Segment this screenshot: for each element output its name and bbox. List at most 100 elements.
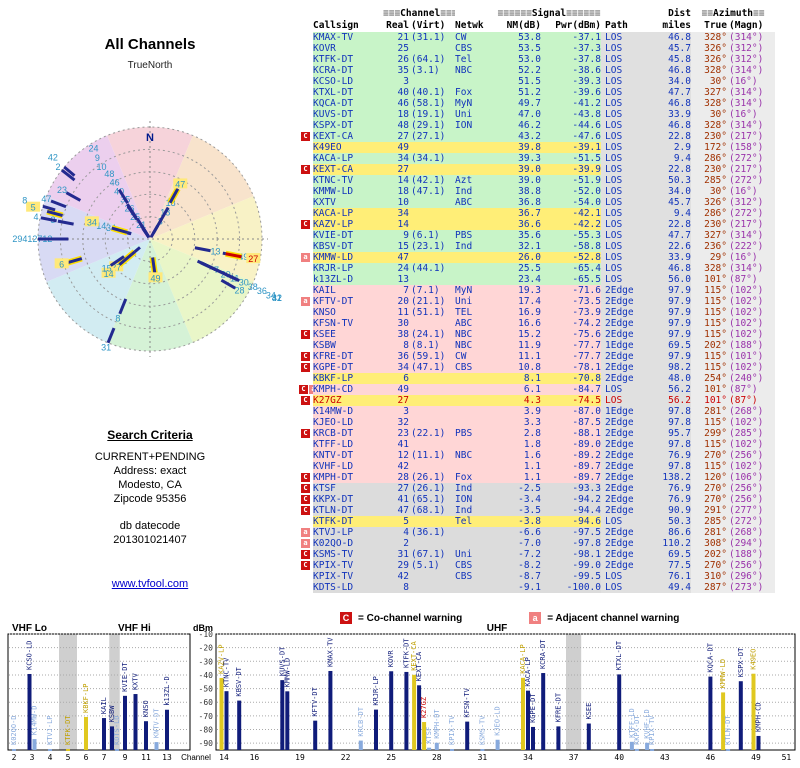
cell-distance: 46.8 <box>649 32 691 43</box>
adjacent-channel-flag: a <box>301 253 310 262</box>
cell-power-dbm: -41.2 <box>541 98 601 109</box>
cell-real-channel: 41 <box>383 494 409 505</box>
cell-power-dbm: -37.8 <box>541 54 601 65</box>
table-row: C KGPE-DT 34 (47.1) CBS 10.8 -78.1 2Edge 98.2 115… <box>299 362 775 373</box>
dbm-tick-label: -10 <box>199 630 214 639</box>
table-row: a KMMW-LD 47 26.0 -52.8 LOS 33.9 29° (16°) <box>299 252 775 263</box>
cell-azimuth-magnetic: (272°) <box>727 175 775 186</box>
cell-callsign: KACA-LP <box>313 208 383 219</box>
radar-channel-label: 4 <box>34 212 39 222</box>
cell-power-dbm: -89.7 <box>541 472 601 483</box>
cell-path: 2Edge <box>601 505 649 516</box>
cell-nm-db: -2.5 <box>497 483 541 494</box>
cell-real-channel: 3 <box>383 406 409 417</box>
cell-network: Uni <box>455 109 497 120</box>
cell-marker <box>299 65 313 76</box>
cell-path: 2Edge <box>601 373 649 384</box>
cell-network: Tel <box>455 516 497 527</box>
table-row: KTNC-TV 14 (42.1) Azt 39.0 -51.9 LOS 50.3 285° (2… <box>299 175 775 186</box>
cell-nm-db: 36.8 <box>497 197 541 208</box>
cell-path: LOS <box>601 274 649 285</box>
cell-real-channel: 14 <box>383 175 409 186</box>
tvfool-link[interactable]: www.tvfool.com <box>111 578 189 590</box>
cell-azimuth-true: 328° <box>691 120 727 131</box>
cell-callsign: KDTS-LD <box>313 582 383 593</box>
spectrum-bar <box>541 673 546 750</box>
cell-real-channel: 23 <box>383 428 409 439</box>
radar-spoke <box>225 252 242 259</box>
cell-virtual-channel: (26.1) <box>409 472 455 483</box>
cell-network: ION <box>455 120 497 131</box>
cell-azimuth-magnetic: (294°) <box>727 538 775 549</box>
cell-real-channel: 21 <box>383 32 409 43</box>
cell-virtual-channel <box>409 406 455 417</box>
search-address-type: Address: exact <box>113 465 187 477</box>
spectrum-bar <box>280 680 285 750</box>
cell-nm-db: 16.9 <box>497 307 541 318</box>
radar-label-pending-highlight <box>26 201 41 212</box>
cell-virtual-channel: (3.1) <box>409 65 455 76</box>
band-label-vhf-hi: VHF Hi <box>118 623 151 634</box>
cell-virtual-channel <box>409 439 455 450</box>
cell-path: LOS <box>601 263 649 274</box>
cell-nm-db: -3.4 <box>497 494 541 505</box>
channel-tick-label: 3 <box>30 753 35 762</box>
cell-nm-db: 53.0 <box>497 54 541 65</box>
radar-channel-label: 28 <box>235 286 245 296</box>
cell-distance: 22.8 <box>649 131 691 142</box>
cell-network <box>455 164 497 175</box>
cell-azimuth-magnetic: (101°) <box>727 351 775 362</box>
cell-distance: 47.7 <box>649 230 691 241</box>
cell-nm-db: 43.2 <box>497 131 541 142</box>
radar-label-pending-highlight <box>148 272 163 283</box>
cell-azimuth-magnetic: (106°) <box>727 472 775 483</box>
cell-power-dbm: -77.7 <box>541 340 601 351</box>
table-row: C KMPH-DT 28 (26.1) Fox 1.1 -89.7 2Edge 138.2 120… <box>299 472 775 483</box>
cell-network: CW <box>455 32 497 43</box>
cell-nm-db: 10.8 <box>497 362 541 373</box>
cell-nm-db: -9.1 <box>497 582 541 593</box>
channel-tick-label: 37 <box>569 753 579 762</box>
cell-distance: 33.9 <box>649 109 691 120</box>
cell-distance: 56.0 <box>649 274 691 285</box>
spectrum-callsign-label: KPIX-TV <box>648 715 656 745</box>
cell-callsign: KMPH-DT <box>313 472 383 483</box>
cell-azimuth-true: 172° <box>691 142 727 153</box>
cell-callsign: KRJR-LP <box>313 263 383 274</box>
cell-callsign: KTNC-TV <box>313 175 383 186</box>
cell-marker <box>299 571 313 582</box>
radar-channel-label: 27 <box>248 254 258 264</box>
radar-spoke <box>46 209 63 218</box>
cell-callsign: KFRE-DT <box>313 351 383 362</box>
cell-power-dbm: -47.6 <box>541 131 601 142</box>
cell-virtual-channel: (51.1) <box>409 307 455 318</box>
cell-nm-db: 17.4 <box>497 296 541 307</box>
spectrum-callsign-label: KTFF-LD <box>628 708 636 738</box>
cell-power-dbm: -43.8 <box>541 109 601 120</box>
cell-azimuth-magnetic: (272°) <box>727 208 775 219</box>
cell-marker <box>299 241 313 252</box>
cell-azimuth-magnetic: (16°) <box>727 76 775 87</box>
cell-azimuth-true: 230° <box>691 219 727 230</box>
cell-distance: 97.9 <box>649 318 691 329</box>
cell-virtual-channel: (64.1) <box>409 54 455 65</box>
cell-real-channel: 47 <box>383 252 409 263</box>
dbm-axis-label: dBm <box>193 623 213 633</box>
cell-azimuth-magnetic: (312°) <box>727 43 775 54</box>
spectrum-bar <box>495 739 500 750</box>
radar-channel-label: 29 <box>12 234 22 244</box>
cell-real-channel: 41 <box>383 439 409 450</box>
cell-path: LOS <box>601 252 649 263</box>
channel-tick-label: 5 <box>66 753 71 762</box>
spectrum-bar <box>650 749 655 751</box>
cell-azimuth-magnetic: (217°) <box>727 219 775 230</box>
cell-network <box>455 219 497 230</box>
cell-marker: C <box>299 219 313 230</box>
spectrum-bar <box>374 709 378 750</box>
cell-marker <box>299 54 313 65</box>
cell-nm-db: 53.8 <box>497 32 541 43</box>
cell-network: PBS <box>455 428 497 439</box>
cell-network: Ind <box>455 505 497 516</box>
cell-callsign: KCSO-LD <box>313 76 383 87</box>
cell-network: Ind <box>455 241 497 252</box>
